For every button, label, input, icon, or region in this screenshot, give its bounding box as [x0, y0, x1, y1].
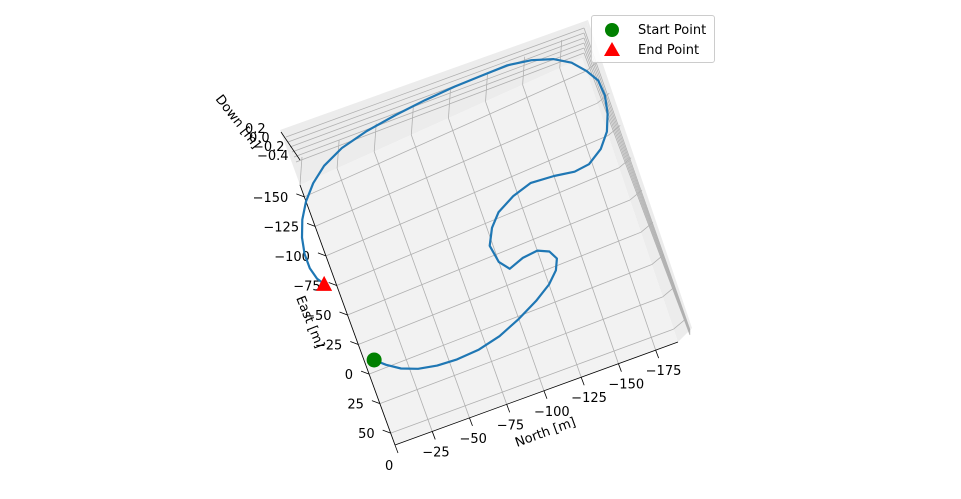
trajectory-series: [300, 57, 609, 370]
grid-line-east-6: [325, 135, 609, 257]
down-tick-label-1: 0.0: [249, 131, 270, 146]
down-grid-line-2: [289, 37, 585, 148]
north-tick-label-5: −125: [571, 391, 607, 406]
grid-lines: [285, 27, 691, 446]
east-tick-mark-1: [371, 400, 381, 405]
grid-line-east-3: [358, 231, 642, 345]
wall-grid-east-0: [673, 318, 686, 330]
east-tick-mark-7: [306, 222, 316, 227]
north-tick-label-0: 0: [385, 459, 393, 474]
east-tick-label-4: −50: [304, 309, 331, 324]
grid-line-east-2: [368, 264, 652, 375]
start-point-marker: [366, 352, 382, 368]
north-tick-label-7: −175: [646, 364, 682, 379]
north-tick-label-2: −50: [459, 432, 486, 447]
down-grid-line-right-4: [583, 47, 691, 335]
east-tick-label-2: 0: [345, 368, 353, 383]
trajectory-line: [300, 57, 609, 370]
floor-pane: [300, 58, 678, 445]
north-tick-label-4: −100: [534, 405, 570, 420]
north-axis-line: [394, 341, 679, 446]
down-grid-line-5: [295, 52, 585, 163]
wall-grid-north-3: [410, 106, 414, 135]
north-tick-mark-1: [431, 431, 436, 440]
grid-line-east-7: [314, 102, 598, 227]
north-tick-mark-2: [469, 417, 473, 427]
down-grid-line-right-0: [583, 27, 691, 331]
down-grid-line-3: [291, 42, 585, 153]
down-tick-label-0: 0.2: [245, 122, 266, 137]
legend-end-marker: [604, 42, 620, 56]
north-tick-mark-5: [580, 377, 585, 386]
grid-line-east-1: [379, 296, 663, 405]
wall-grid-north-7: [559, 39, 563, 69]
wall-grid-east-4: [629, 189, 643, 201]
grid-line-east-5: [336, 167, 620, 286]
down-axis-line: [280, 131, 301, 161]
east-tick-label-0: 50: [358, 427, 375, 442]
east-tick-label-1: 25: [347, 398, 364, 413]
legend: Start Point End Point: [591, 15, 715, 63]
east-tick-mark-8: [296, 193, 305, 198]
down-grid-line-0: [285, 27, 585, 138]
east-tick-mark-2: [360, 370, 370, 375]
east-tick-label-7: −125: [263, 220, 299, 235]
north-tick-label-6: −150: [608, 378, 644, 393]
east-tick-mark-0: [382, 429, 391, 434]
wall-grid-north-2: [373, 123, 377, 152]
north-tick-mark-3: [506, 404, 511, 413]
down-grid-line-right-5: [583, 52, 691, 336]
down-tick-label-2: −0.2: [253, 140, 285, 155]
down-grid-line-4: [293, 47, 585, 158]
legend-start-marker: [605, 23, 619, 37]
wall-grid-north-0: [299, 156, 303, 186]
wall-grid-north-1: [336, 140, 340, 169]
east-tick-mark-6: [317, 252, 327, 257]
east-tick-mark-3: [350, 341, 359, 345]
east-tick-mark-4: [339, 311, 348, 316]
east-tick-label-3: −25: [315, 339, 342, 354]
grid-line-east-0: [390, 328, 674, 434]
down-grid-line-right-1: [583, 32, 691, 332]
north-tick-mark-4: [543, 390, 548, 399]
legend-end-label: End Point: [638, 42, 700, 58]
wall-grid-north-5: [485, 73, 488, 102]
markers: [316, 275, 382, 368]
grid-line-east-4: [347, 199, 631, 316]
down-grid-line-right-3: [583, 42, 691, 334]
east-tick-label-5: −75: [293, 279, 320, 294]
down-grid-line-1: [287, 32, 585, 143]
legend-start-label: Start Point: [638, 22, 707, 38]
north-tick-label-1: −25: [422, 445, 449, 460]
north-tick-mark-0: [394, 444, 399, 454]
grid-line-east-8: [304, 70, 587, 198]
north-tick-mark-6: [618, 363, 622, 372]
end-point-marker: [316, 275, 333, 291]
east-tick-label-8: −150: [253, 191, 289, 206]
east-tick-mark-5: [328, 282, 337, 286]
tick-labels: 0−25−50−75−100−125−150−17550250−25−50−75…: [245, 122, 681, 474]
down-tick-label-3: −0.4: [257, 149, 289, 164]
east-tick-label-6: −100: [274, 250, 310, 265]
north-tick-mark-7: [655, 349, 660, 359]
back-wall-pane: [280, 20, 588, 185]
north-tick-label-3: −75: [497, 418, 524, 433]
